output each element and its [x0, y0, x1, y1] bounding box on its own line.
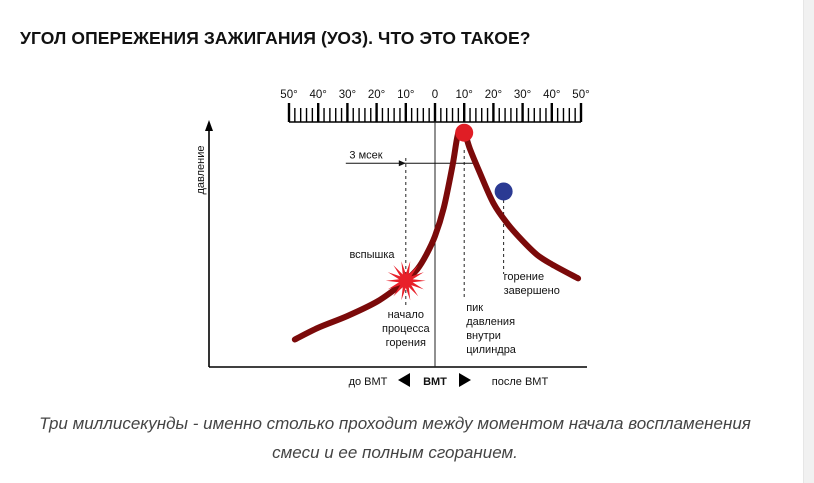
degree-scale-ticks: [287, 103, 583, 123]
event-label-line: внутри: [466, 330, 501, 342]
after-tdc-label: после ВМТ: [492, 376, 549, 388]
flash-label: вспышка: [349, 249, 395, 261]
figure-caption: Три миллисекунды - именно столько проход…: [20, 409, 770, 467]
event-label-line: процесса: [382, 323, 430, 335]
curve-markers: [385, 123, 513, 301]
event-label-line: давления: [466, 316, 515, 328]
arrow-right-icon: [459, 373, 471, 387]
scale-tick-label: 10°: [456, 89, 473, 101]
y-axis-label: давление: [195, 145, 207, 194]
curve-point: [455, 123, 474, 142]
tdc-label: ВМТ: [423, 376, 447, 388]
scale-tick-label: 20°: [368, 89, 385, 101]
scale-tick-label: 40°: [543, 89, 560, 101]
before-tdc-label: до ВМТ: [349, 376, 388, 388]
arrow-left-icon: [398, 373, 410, 387]
curve-point: [494, 182, 513, 201]
caption-line-1: Три миллисекунды - именно столько проход…: [39, 414, 751, 433]
page-title: УГОЛ ОПЕРЕЖЕНИЯ ЗАЖИГАНИЯ (УОЗ). ЧТО ЭТО…: [20, 28, 531, 48]
scale-tick-label: 10°: [397, 89, 414, 101]
y-axis-arrow-icon: [205, 120, 213, 131]
scale-tick-label: 0: [432, 89, 438, 101]
event-label-line: начало: [388, 309, 424, 321]
event-vlines: [405, 150, 505, 305]
interval-3ms: 3 мсек: [345, 149, 479, 167]
event-label-line: цилиндра: [466, 344, 517, 356]
scale-tick-label: 50°: [572, 89, 589, 101]
event-label-line: пик: [466, 302, 483, 314]
interval-label: 3 мсек: [349, 149, 382, 161]
degree-scale: 50° 40° 30° 20° 10° 0 10° 20° 30° 40° 50°: [280, 89, 590, 123]
scale-tick-label: 40°: [310, 89, 327, 101]
event-labels: вспышка начало процесса горения пик давления в…: [349, 249, 559, 356]
scale-tick-label: 50°: [280, 89, 297, 101]
pressure-curve: [291, 126, 582, 343]
spark-icon: [385, 261, 426, 301]
event-label-line: горения: [386, 337, 426, 349]
degree-scale-labels: 50° 40° 30° 20° 10° 0 10° 20° 30° 40° 50°: [280, 89, 589, 101]
caption-line-2: смеси и ее полным сгоранием.: [272, 443, 518, 462]
event-label-line: горение: [504, 271, 544, 283]
event-label-line: завершено: [504, 285, 560, 297]
interval-arrow-icon: [398, 160, 406, 167]
scale-tick-label: 20°: [485, 89, 502, 101]
scale-tick-label: 30°: [339, 89, 356, 101]
scrollbar-track[interactable]: [803, 0, 814, 483]
scale-tick-label: 30°: [514, 89, 531, 101]
